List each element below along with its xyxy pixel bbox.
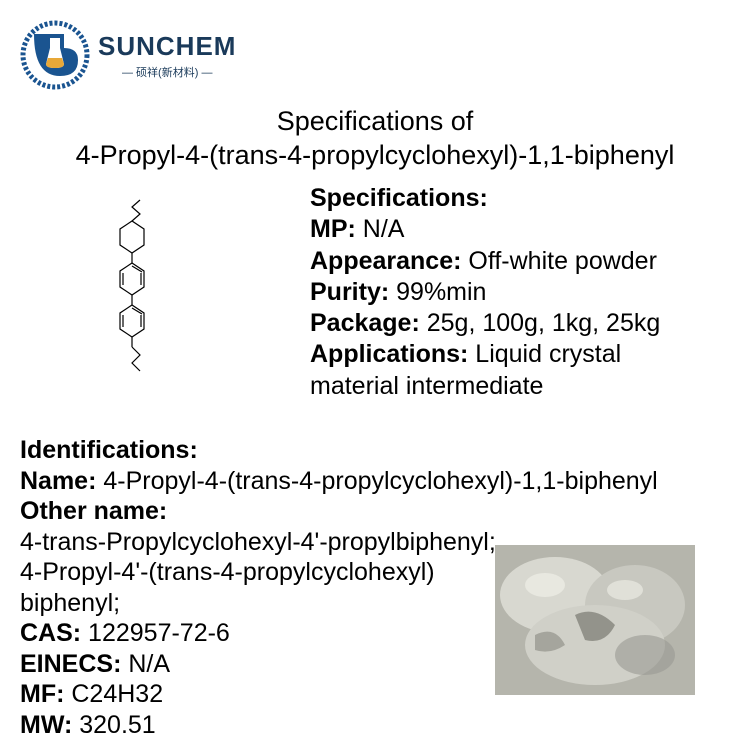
ident-heading: Identifications: [20, 435, 658, 466]
spec-purity: Purity: 99%min [310, 277, 660, 308]
spec-applications-label: Applications: [310, 340, 468, 368]
spec-applications-line2: material intermediate [310, 371, 660, 402]
spec-appearance-label: Appearance: [310, 247, 461, 275]
spec-package-value: 25g, 100g, 1kg, 25kg [420, 309, 660, 337]
spec-applications: Applications: Liquid crystal [310, 339, 660, 370]
logo-brand: SUNCHEM [98, 31, 236, 62]
logo-mark [20, 20, 90, 90]
logo-text-block: SUNCHEM — 硕祥(新材料) — [98, 31, 236, 80]
spec-package: Package: 25g, 100g, 1kg, 25kg [310, 308, 660, 339]
spec-mp-label: MP: [310, 215, 356, 243]
title-line1: Specifications of [277, 106, 474, 136]
ident-mw-label: MW: [20, 711, 72, 739]
ident-name-value: 4-Propyl-4-(trans-4-propylcyclohexyl)-1,… [96, 467, 657, 495]
spec-mp: MP: N/A [310, 214, 660, 245]
ident-mf-value: C24H32 [64, 680, 163, 708]
logo: SUNCHEM — 硕祥(新材料) — [20, 20, 236, 90]
logo-subtitle: — 硕祥(新材料) — [98, 64, 236, 80]
spec-purity-value: 99%min [389, 278, 486, 306]
ident-mw-value: 320.51 [72, 711, 155, 739]
ident-name: Name: 4-Propyl-4-(trans-4-propylcyclohex… [20, 466, 658, 497]
spec-applications-value: Liquid crystal [468, 340, 621, 368]
spec-appearance: Appearance: Off-white powder [310, 246, 660, 277]
ident-cas-value: 122957-72-6 [81, 619, 230, 647]
ident-einecs-label: EINECS: [20, 650, 121, 678]
spec-mp-value: N/A [356, 215, 405, 243]
ident-name-label: Name: [20, 467, 96, 495]
ident-einecs-value: N/A [121, 650, 170, 678]
title-line2: 4-Propyl-4-(trans-4-propylcyclohexyl)-1,… [76, 140, 675, 170]
ident-mw: MW: 320.51 [20, 710, 658, 741]
ident-other-name-label: Other name: [20, 496, 658, 527]
specs-heading: Specifications: [310, 183, 660, 214]
ident-mf-label: MF: [20, 680, 64, 708]
specifications-block: Specifications: MP: N/A Appearance: Off-… [310, 183, 660, 402]
product-photo [495, 545, 695, 695]
page-title: Specifications of 4-Propyl-4-(trans-4-pr… [0, 105, 750, 173]
spec-appearance-value: Off-white powder [461, 247, 656, 275]
spec-package-label: Package: [310, 309, 420, 337]
ident-cas-label: CAS: [20, 619, 81, 647]
chemical-structure [90, 195, 180, 405]
spec-purity-label: Purity: [310, 278, 389, 306]
